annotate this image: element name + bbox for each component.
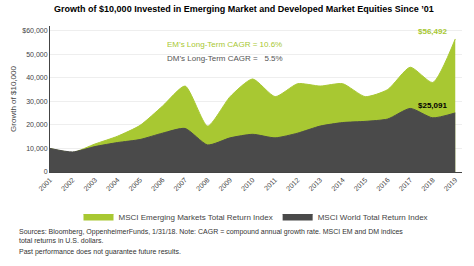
svg-text:$56,492: $56,492 <box>418 27 447 36</box>
svg-text:$25,091: $25,091 <box>418 101 447 110</box>
svg-text:2018: 2018 <box>420 176 436 192</box>
svg-text:2007: 2007 <box>172 176 188 192</box>
svg-text:10,000: 10,000 <box>26 145 48 152</box>
svg-text:2017: 2017 <box>397 176 413 192</box>
svg-text:Growth of $10,000: Growth of $10,000 <box>9 66 18 132</box>
svg-text:DM’s Long-Term CAGR = 5.5%: DM’s Long-Term CAGR = 5.5% <box>167 54 283 63</box>
svg-text:2013: 2013 <box>307 176 323 192</box>
svg-text:2014: 2014 <box>330 176 346 192</box>
svg-text:2011: 2011 <box>263 176 279 192</box>
svg-text:2003: 2003 <box>82 176 98 192</box>
svg-text:2016: 2016 <box>375 176 391 192</box>
svg-text:2012: 2012 <box>285 176 301 192</box>
svg-text:40,000: 40,000 <box>26 74 48 81</box>
svg-text:Past performance does not guar: Past performance does not guarantee futu… <box>19 248 181 256</box>
svg-text:2006: 2006 <box>150 176 166 192</box>
svg-text:2015: 2015 <box>352 176 368 192</box>
svg-text:20,000: 20,000 <box>26 121 48 128</box>
svg-text:2005: 2005 <box>127 176 143 192</box>
svg-text:2004: 2004 <box>105 176 121 192</box>
svg-text:2008: 2008 <box>195 176 211 192</box>
svg-text:0: 0 <box>44 168 48 175</box>
svg-text:2019: 2019 <box>442 176 458 192</box>
svg-text:2009: 2009 <box>217 176 233 192</box>
svg-text:MSCI World Total Return Index: MSCI World Total Return Index <box>318 213 428 222</box>
svg-text:50,000: 50,000 <box>26 51 48 58</box>
svg-text:EM’s Long-Term CAGR = 10.6%: EM’s Long-Term CAGR = 10.6% <box>167 40 282 49</box>
svg-text:2010: 2010 <box>240 176 256 192</box>
svg-text:Growth of $10,000 Invested in: Growth of $10,000 Invested in Emerging M… <box>54 4 434 14</box>
svg-text:30,000: 30,000 <box>26 98 48 105</box>
svg-text:MSCI Emerging Markets Total Re: MSCI Emerging Markets Total Return Index <box>119 213 273 222</box>
svg-text:2002: 2002 <box>60 176 76 192</box>
svg-text:2001: 2001 <box>37 176 53 192</box>
svg-text:$60,000: $60,000 <box>22 27 47 34</box>
svg-text:Sources: Bloomberg, Oppenheime: Sources: Bloomberg, OppenheimerFunds, 1/… <box>19 228 403 244</box>
